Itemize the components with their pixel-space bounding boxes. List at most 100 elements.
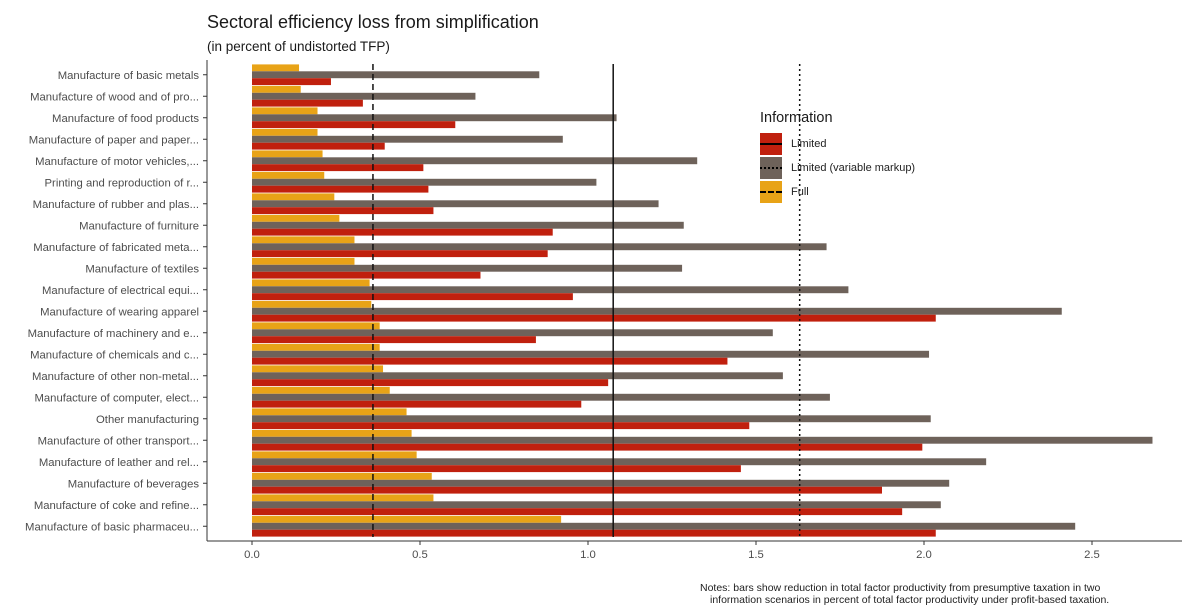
category-label-8: Manufacture of furniture	[79, 220, 199, 232]
bar-limited-variable-markup-15	[252, 372, 783, 380]
bar-full-3	[252, 107, 318, 115]
bar-limited-5	[252, 164, 424, 172]
notes-line-1: Notes: bars show reduction in total fact…	[700, 582, 1101, 594]
chart-title: Sectoral efficiency loss from simplifica…	[207, 12, 539, 32]
category-label-2: Manufacture of wood and of pro...	[30, 91, 199, 103]
bar-full-22	[252, 515, 562, 523]
bar-limited-7	[252, 207, 434, 215]
category-label-20: Manufacture of beverages	[68, 478, 200, 490]
legend-label-limited-variable-markup: Limited (variable markup)	[791, 162, 916, 174]
bar-limited-variable-markup-3	[252, 114, 617, 122]
x-tick-label-5: 2.0	[916, 549, 932, 561]
bar-full-12	[252, 300, 372, 308]
bar-limited-variable-markup-1	[252, 71, 540, 79]
bar-limited-10	[252, 271, 481, 279]
bar-limited-22	[252, 529, 936, 537]
bar-full-10	[252, 257, 355, 265]
category-label-14: Manufacture of chemicals and c...	[30, 349, 199, 361]
bar-limited-variable-markup-4	[252, 135, 563, 143]
bar-limited-variable-markup-6	[252, 178, 597, 186]
bar-full-17	[252, 408, 407, 416]
legend-item-limited-variable-markup: Limited (variable markup)	[760, 156, 915, 180]
category-label-15: Manufacture of other non-metal...	[32, 371, 199, 383]
x-tick-label-4: 1.5	[748, 549, 764, 561]
legend-key-full	[760, 181, 782, 203]
legend: Information Limited Limited (variable ma…	[760, 110, 915, 204]
bar-limited-variable-markup-9	[252, 243, 827, 251]
chart-notes: Notes: bars show reduction in total fact…	[700, 582, 1182, 606]
bar-limited-14	[252, 357, 728, 365]
category-label-13: Manufacture of machinery and e...	[28, 328, 199, 340]
legend-label-full: Full	[791, 186, 809, 198]
category-label-3: Manufacture of food products	[52, 113, 199, 125]
x-tick-label-2: 0.5	[412, 549, 428, 561]
bar-limited-variable-markup-21	[252, 501, 941, 509]
legend-item-limited: Limited	[760, 132, 915, 156]
category-label-18: Manufacture of other transport...	[38, 435, 199, 447]
bar-limited-11	[252, 293, 573, 301]
notes-line-2: information scenarios in percent of tota…	[710, 594, 1110, 606]
bar-full-11	[252, 279, 370, 287]
bar-full-9	[252, 236, 355, 244]
bar-full-4	[252, 128, 318, 136]
bar-limited-variable-markup-5	[252, 157, 698, 165]
bar-limited-1	[252, 78, 331, 86]
bar-limited-variable-markup-20	[252, 479, 950, 487]
bar-limited-6	[252, 185, 429, 193]
bar-limited-3	[252, 121, 456, 129]
bar-limited-variable-markup-22	[252, 522, 1076, 530]
bar-full-21	[252, 494, 434, 502]
category-label-19: Manufacture of leather and rel...	[39, 457, 199, 469]
bar-full-18	[252, 429, 412, 437]
bar-limited-variable-markup-8	[252, 221, 684, 229]
bar-limited-variable-markup-11	[252, 286, 849, 294]
bar-full-7	[252, 193, 335, 201]
bar-limited-16	[252, 400, 582, 408]
bar-limited-12	[252, 314, 936, 322]
bar-limited-9	[252, 250, 548, 258]
x-tick-label-6: 2.5	[1084, 549, 1100, 561]
bar-limited-variable-markup-10	[252, 264, 683, 272]
category-label-6: Printing and reproduction of r...	[45, 177, 199, 189]
bar-limited-18	[252, 443, 923, 451]
bar-limited-17	[252, 422, 750, 430]
bar-limited-variable-markup-17	[252, 415, 931, 423]
category-label-21: Manufacture of coke and refine...	[34, 500, 199, 512]
bar-limited-8	[252, 228, 553, 236]
bar-full-6	[252, 171, 325, 179]
bar-full-15	[252, 365, 384, 373]
bar-limited-variable-markup-16	[252, 393, 830, 401]
category-label-12: Manufacture of wearing apparel	[40, 306, 199, 318]
bar-full-20	[252, 472, 432, 480]
bar-full-14	[252, 343, 380, 351]
category-label-10: Manufacture of textiles	[85, 263, 199, 275]
legend-key-limited-variable-markup	[760, 157, 782, 179]
category-label-11: Manufacture of electrical equi...	[42, 285, 199, 297]
bar-full-2	[252, 85, 301, 93]
bar-limited-variable-markup-7	[252, 200, 659, 208]
x-tick-label-1: 0.0	[244, 549, 260, 561]
bar-limited-20	[252, 486, 882, 494]
x-tick-label-3: 1.0	[580, 549, 596, 561]
legend-title: Information	[760, 110, 833, 126]
category-label-17: Other manufacturing	[96, 414, 199, 426]
legend-item-full: Full	[760, 180, 915, 204]
legend-key-limited	[760, 133, 782, 155]
bar-limited-variable-markup-18	[252, 436, 1153, 444]
category-label-22: Manufacture of basic pharmaceu...	[25, 521, 199, 533]
bar-limited-variable-markup-14	[252, 350, 930, 358]
category-label-7: Manufacture of rubber and plas...	[33, 199, 199, 211]
bar-limited-19	[252, 465, 741, 473]
bar-full-16	[252, 386, 390, 394]
bar-limited-15	[252, 379, 609, 387]
bar-limited-4	[252, 142, 385, 150]
category-label-4: Manufacture of paper and paper...	[29, 134, 199, 146]
bar-limited-variable-markup-13	[252, 329, 773, 337]
bar-limited-13	[252, 336, 536, 344]
bar-full-5	[252, 150, 323, 158]
chart-subtitle: (in percent of undistorted TFP)	[207, 39, 390, 54]
bar-full-19	[252, 451, 417, 459]
bar-full-13	[252, 322, 380, 330]
bar-limited-2	[252, 99, 363, 107]
